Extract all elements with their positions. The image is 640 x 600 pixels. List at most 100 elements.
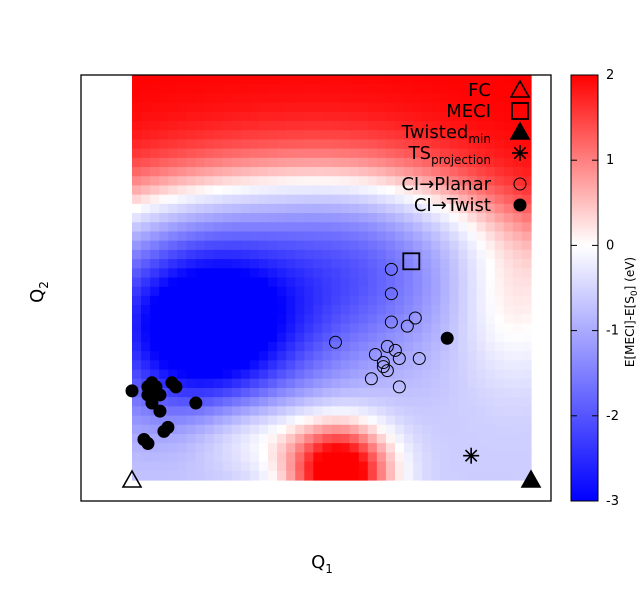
heatmap-cell [249, 415, 260, 426]
heatmap-cell [159, 84, 169, 94]
heatmap-cell [186, 295, 197, 306]
heatmap-cell [485, 424, 496, 435]
heatmap-cell [394, 185, 405, 196]
heatmap-cell [376, 452, 387, 463]
heatmap-cell [286, 259, 296, 269]
heatmap-cell [440, 424, 450, 435]
heatmap-cell [240, 305, 251, 315]
heatmap-cell [141, 93, 151, 104]
heatmap-cell [268, 351, 278, 361]
heatmap-cell [476, 277, 487, 288]
heatmap-cell [358, 249, 369, 260]
heatmap-cell [494, 332, 505, 343]
heatmap-cell [322, 341, 333, 352]
heatmap-cell [258, 323, 269, 334]
heatmap-cell [512, 157, 523, 168]
colorbar [570, 74, 599, 502]
heatmap-cell [494, 176, 505, 187]
heatmap-cell [268, 341, 278, 352]
heatmap-cell [313, 433, 324, 444]
heatmap-cell [349, 249, 360, 260]
heatmap-cell [231, 148, 242, 159]
heatmap-cell [159, 369, 169, 380]
heatmap-cell [476, 360, 487, 371]
heatmap-cell [449, 157, 460, 168]
heatmap-cell [286, 249, 296, 260]
heatmap-cell [485, 130, 496, 141]
heatmap-cell [222, 75, 233, 85]
heatmap-cell [168, 139, 178, 150]
heatmap-cell [132, 378, 142, 389]
heatmap-cell [286, 139, 296, 150]
heatmap-cell [313, 295, 324, 306]
heatmap-cell [376, 397, 387, 407]
heatmap-cell [431, 341, 441, 352]
heatmap-cell [322, 286, 333, 297]
heatmap-cell [440, 240, 450, 251]
heatmap-cell [195, 387, 206, 398]
heatmap-cell [331, 176, 342, 187]
heatmap-cell [422, 259, 432, 269]
heatmap-cell [467, 194, 478, 205]
heatmap-cell [449, 452, 460, 463]
heatmap-cell [322, 213, 333, 223]
heatmap-cell [458, 351, 469, 361]
heatmap-cell [268, 369, 278, 380]
heatmap-cell [331, 424, 342, 435]
heatmap-cell [494, 102, 505, 113]
heatmap-cell [467, 415, 478, 426]
heatmap-cell [422, 397, 432, 407]
heatmap-cell [349, 102, 360, 113]
heatmap-cell [231, 249, 242, 260]
heatmap-cell [150, 424, 160, 435]
heatmap-cell [503, 433, 514, 444]
heatmap-cell [494, 443, 505, 453]
heatmap-cell [476, 203, 487, 214]
heatmap-cell [413, 369, 423, 380]
heatmap-cell [431, 286, 441, 297]
heatmap-cell [177, 443, 188, 453]
heatmap-cell [349, 314, 360, 325]
heatmap-cell [476, 240, 487, 251]
heatmap-cell [440, 75, 450, 85]
heatmap-cell [150, 130, 160, 141]
heatmap-cell [358, 240, 369, 251]
heatmap-cell [340, 360, 351, 371]
heatmap-cell [358, 378, 369, 389]
heatmap-cell [340, 378, 351, 389]
heatmap-cell [304, 240, 314, 251]
heatmap-cell [231, 75, 242, 85]
heatmap-cell [177, 194, 188, 205]
heatmap-cell [485, 305, 496, 315]
heatmap-cell [168, 277, 178, 288]
heatmap-cell [150, 323, 160, 334]
heatmap-cell [304, 194, 314, 205]
heatmap-cell [186, 185, 197, 196]
heatmap-cell [512, 452, 523, 463]
heatmap-cell [394, 295, 405, 306]
heatmap-cell [449, 351, 460, 361]
heatmap-cell [476, 157, 487, 168]
heatmap-cell [449, 185, 460, 196]
heatmap-cell [258, 369, 269, 380]
heatmap-cell [440, 249, 450, 260]
heatmap-cell [376, 231, 387, 242]
heatmap-cell [503, 102, 514, 113]
data-point [125, 384, 139, 398]
heatmap-cell [467, 111, 478, 122]
heatmap-cell [168, 102, 178, 113]
heatmap-cell [376, 93, 387, 104]
heatmap-cell [458, 167, 469, 177]
heatmap-cell [195, 406, 206, 417]
heatmap-cell [268, 157, 278, 168]
heatmap-cell [222, 286, 233, 297]
heatmap-cell [277, 148, 287, 159]
heatmap-cell [467, 185, 478, 196]
heatmap-cell [376, 378, 387, 389]
heatmap-cell [277, 470, 287, 481]
heatmap-cell [186, 139, 197, 150]
heatmap-cell [422, 75, 432, 85]
heatmap-cell [404, 424, 414, 435]
heatmap-cell [322, 185, 333, 196]
heatmap-cell [476, 341, 487, 352]
